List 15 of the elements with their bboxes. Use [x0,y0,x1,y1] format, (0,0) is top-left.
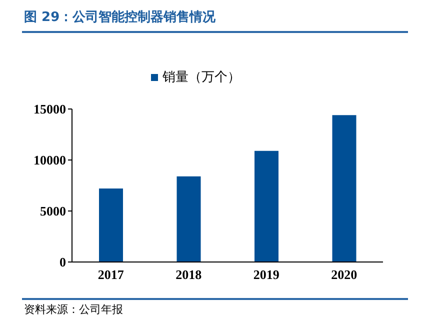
bar [254,150,278,262]
legend-label: 销量（万个） [162,69,240,86]
text: 资料来源：公司年报 [24,302,123,317]
y-tick-label: 5000 [40,204,66,219]
x-tick-label: 2020 [331,267,358,282]
bar [332,115,356,262]
x-tick-label: 2018 [176,267,202,282]
y-tick-label: 0 [60,254,66,270]
bar [176,176,201,262]
bar [99,188,123,262]
chart-title: 图 29：公司智能控制器销售情况 [24,9,216,26]
x-tick-label: 2017 [98,267,124,282]
y-tick-label: 10000 [34,152,66,168]
x-tick-label: 2019 [253,267,280,282]
y-tick-label: 15000 [34,102,66,117]
